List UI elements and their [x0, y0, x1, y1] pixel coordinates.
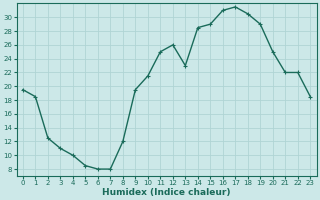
X-axis label: Humidex (Indice chaleur): Humidex (Indice chaleur)	[102, 188, 231, 197]
